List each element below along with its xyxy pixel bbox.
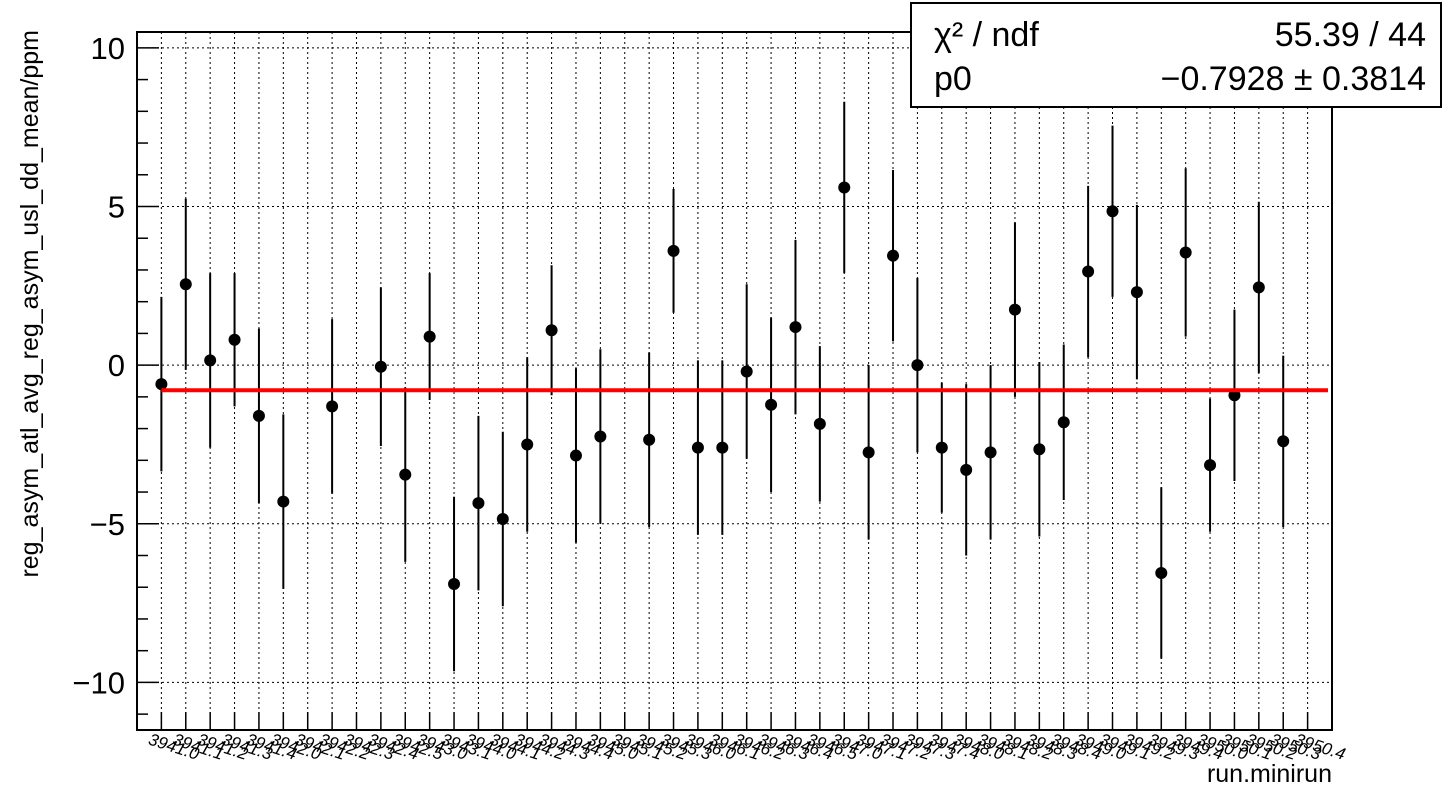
fit-stats-box: χ² / ndf 55.39 / 44 p0 −0.7928 ± 0.3814	[910, 2, 1442, 108]
data-point	[862, 446, 875, 459]
data-point	[667, 244, 680, 257]
data-point	[179, 278, 192, 291]
y-tick-label: 0	[108, 348, 125, 383]
data-point	[326, 400, 339, 413]
data-point	[716, 441, 729, 454]
data-point	[1057, 416, 1070, 429]
data-point	[521, 438, 534, 451]
data-point	[252, 409, 265, 422]
data-point	[1082, 265, 1095, 278]
data-point	[984, 446, 997, 459]
y-tick-label: −10	[72, 665, 125, 700]
data-point	[935, 441, 948, 454]
data-point	[789, 321, 802, 334]
data-point	[1155, 566, 1168, 579]
chi2-label: χ² / ndf	[934, 16, 1039, 54]
x-tick-label: 3950.4	[1292, 730, 1347, 764]
p0-label: p0	[934, 60, 972, 98]
data-point	[496, 513, 509, 526]
data-point	[448, 578, 461, 591]
data-point	[765, 398, 778, 411]
data-point	[1204, 459, 1217, 472]
data-point	[1252, 281, 1265, 294]
data-point	[813, 417, 826, 430]
data-point	[374, 360, 387, 373]
data-point	[1106, 205, 1119, 218]
data-point	[960, 463, 973, 476]
x-axis-title: run.minirun	[1207, 760, 1332, 788]
data-point	[423, 330, 436, 343]
data-point	[1179, 246, 1192, 259]
data-point	[1277, 435, 1290, 448]
y-axis-title: reg_asym_atl_avg_reg_asym_usl_dd_mean/pp…	[16, 30, 44, 578]
data-point	[155, 378, 168, 391]
data-point	[691, 441, 704, 454]
stats-row-p0: p0 −0.7928 ± 0.3814	[934, 60, 1426, 104]
data-point	[545, 324, 558, 337]
chi2-value: 55.39 / 44	[1274, 16, 1426, 54]
data-point	[643, 433, 656, 446]
y-tick-label: 5	[108, 190, 125, 225]
data-point	[204, 354, 217, 367]
data-point	[911, 359, 924, 372]
data-point	[228, 333, 241, 346]
data-point	[399, 468, 412, 481]
data-point	[887, 249, 900, 262]
data-point	[569, 449, 582, 462]
y-tick-label: −5	[90, 507, 125, 542]
data-point	[740, 365, 753, 378]
data-point	[1008, 303, 1021, 316]
data-point	[277, 495, 290, 508]
p0-value: −0.7928 ± 0.3814	[1160, 60, 1426, 98]
data-point	[594, 430, 607, 443]
data-point	[1130, 286, 1143, 299]
stats-row-chi2: χ² / ndf 55.39 / 44	[934, 16, 1426, 60]
plot-frame	[136, 31, 1333, 731]
data-point	[838, 181, 851, 194]
y-tick-label: 10	[91, 31, 125, 66]
data-point	[1033, 443, 1046, 456]
data-point	[472, 497, 485, 510]
